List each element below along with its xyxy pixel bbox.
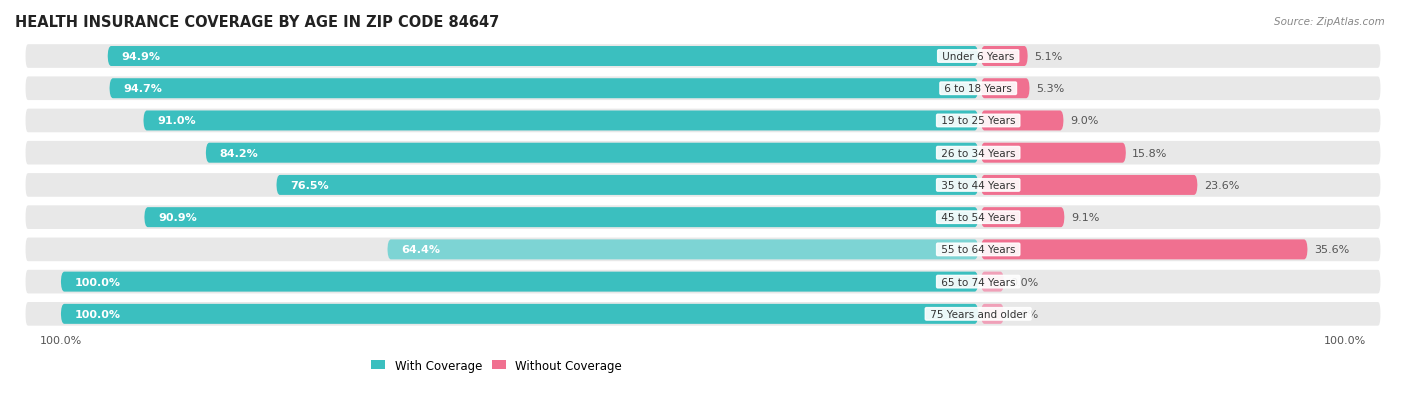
Text: 55 to 64 Years: 55 to 64 Years <box>938 245 1018 255</box>
Text: 0.0%: 0.0% <box>1011 277 1039 287</box>
FancyBboxPatch shape <box>60 272 979 292</box>
Text: 76.5%: 76.5% <box>290 180 329 190</box>
FancyBboxPatch shape <box>24 237 1382 263</box>
FancyBboxPatch shape <box>981 208 1064 228</box>
FancyBboxPatch shape <box>981 47 1028 67</box>
FancyBboxPatch shape <box>145 208 979 228</box>
Text: HEALTH INSURANCE COVERAGE BY AGE IN ZIP CODE 84647: HEALTH INSURANCE COVERAGE BY AGE IN ZIP … <box>15 15 499 30</box>
Text: 35.6%: 35.6% <box>1315 245 1350 255</box>
FancyBboxPatch shape <box>24 204 1382 231</box>
Text: 19 to 25 Years: 19 to 25 Years <box>938 116 1018 126</box>
FancyBboxPatch shape <box>981 272 1004 292</box>
FancyBboxPatch shape <box>24 301 1382 327</box>
FancyBboxPatch shape <box>24 108 1382 134</box>
FancyBboxPatch shape <box>24 44 1382 70</box>
FancyBboxPatch shape <box>981 79 1029 99</box>
FancyBboxPatch shape <box>24 76 1382 102</box>
Text: 15.8%: 15.8% <box>1132 148 1168 158</box>
Text: 9.0%: 9.0% <box>1070 116 1098 126</box>
Text: 75 Years and older: 75 Years and older <box>927 309 1029 319</box>
Text: 91.0%: 91.0% <box>157 116 195 126</box>
FancyBboxPatch shape <box>24 172 1382 199</box>
FancyBboxPatch shape <box>24 269 1382 295</box>
Text: 0.0%: 0.0% <box>1011 309 1039 319</box>
Text: 94.7%: 94.7% <box>124 84 162 94</box>
FancyBboxPatch shape <box>981 111 1063 131</box>
FancyBboxPatch shape <box>981 176 1198 195</box>
FancyBboxPatch shape <box>60 304 979 324</box>
Text: 100.0%: 100.0% <box>75 309 121 319</box>
FancyBboxPatch shape <box>205 143 979 163</box>
FancyBboxPatch shape <box>388 240 979 260</box>
Text: 5.3%: 5.3% <box>1036 84 1064 94</box>
Text: 90.9%: 90.9% <box>157 213 197 223</box>
Text: Under 6 Years: Under 6 Years <box>939 52 1018 62</box>
Text: 45 to 54 Years: 45 to 54 Years <box>938 213 1018 223</box>
FancyBboxPatch shape <box>143 111 979 131</box>
Text: Source: ZipAtlas.com: Source: ZipAtlas.com <box>1274 17 1385 26</box>
Text: 9.1%: 9.1% <box>1071 213 1099 223</box>
FancyBboxPatch shape <box>981 143 1126 163</box>
FancyBboxPatch shape <box>277 176 979 195</box>
FancyBboxPatch shape <box>108 47 979 67</box>
FancyBboxPatch shape <box>24 140 1382 166</box>
FancyBboxPatch shape <box>981 240 1308 260</box>
Text: 35 to 44 Years: 35 to 44 Years <box>938 180 1018 190</box>
Text: 64.4%: 64.4% <box>401 245 440 255</box>
Text: 5.1%: 5.1% <box>1035 52 1063 62</box>
Text: 23.6%: 23.6% <box>1204 180 1239 190</box>
Text: 94.9%: 94.9% <box>121 52 160 62</box>
Text: 65 to 74 Years: 65 to 74 Years <box>938 277 1018 287</box>
Text: 6 to 18 Years: 6 to 18 Years <box>941 84 1015 94</box>
Legend: With Coverage, Without Coverage: With Coverage, Without Coverage <box>367 354 627 376</box>
Text: 26 to 34 Years: 26 to 34 Years <box>938 148 1018 158</box>
FancyBboxPatch shape <box>110 79 979 99</box>
Text: 84.2%: 84.2% <box>219 148 259 158</box>
Text: 100.0%: 100.0% <box>75 277 121 287</box>
FancyBboxPatch shape <box>981 304 1004 324</box>
